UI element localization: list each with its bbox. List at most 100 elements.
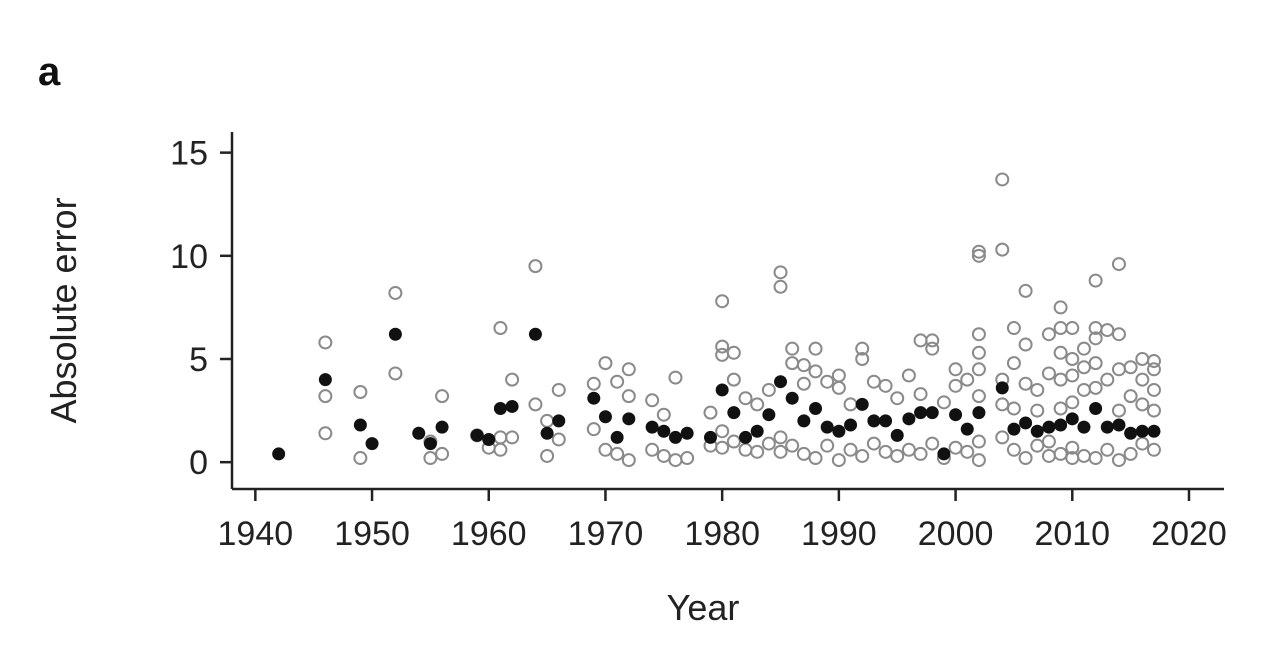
observation-point [1030, 403, 1045, 418]
observation-point [1146, 442, 1161, 457]
summary-point [680, 426, 694, 440]
observation-point [493, 321, 508, 336]
observation-point [1123, 446, 1138, 461]
y-tick-label: 10 [170, 238, 208, 276]
observation-point [773, 265, 788, 280]
observation-point [586, 422, 601, 437]
observation-point [948, 378, 963, 393]
observation-point [645, 393, 660, 408]
observation-point [796, 358, 811, 373]
observation-point [971, 327, 986, 342]
summary-point [412, 426, 426, 440]
y-tick-label: 15 [170, 135, 208, 173]
summary-point [365, 437, 379, 451]
summary-point [1124, 426, 1138, 440]
x-tick-label: 2010 [1034, 515, 1110, 553]
x-tick-label: 1940 [218, 515, 294, 553]
summary-point [1147, 424, 1161, 438]
observation-point [715, 294, 730, 309]
observation-point [540, 448, 555, 463]
summary-point [423, 437, 437, 451]
observation-point [820, 374, 835, 389]
observation-point [680, 451, 695, 466]
x-tick-label: 1950 [334, 515, 410, 553]
summary-point [435, 420, 449, 434]
observation-point [1146, 382, 1161, 397]
summary-point [272, 447, 286, 461]
observation-point [1088, 331, 1103, 346]
observation-point [925, 436, 940, 451]
observation-point [960, 444, 975, 459]
summary-point [1019, 416, 1033, 430]
observation-point [1053, 446, 1068, 461]
observation-point [831, 380, 846, 395]
observation-point [913, 446, 928, 461]
observation-point [1111, 327, 1126, 342]
observation-point [785, 356, 800, 371]
observation-point [1018, 376, 1033, 391]
observation-point [995, 242, 1010, 257]
summary-point [540, 426, 554, 440]
observation-point [808, 364, 823, 379]
observation-point [1123, 360, 1138, 375]
observation-point [971, 362, 986, 377]
y-tick-label: 0 [189, 444, 208, 482]
observation-point [1006, 321, 1021, 336]
observation-point [750, 444, 765, 459]
x-tick-label: 2020 [1151, 515, 1227, 553]
summary-point [610, 430, 624, 444]
summary-point [949, 408, 963, 422]
observation-point [1088, 273, 1103, 288]
summary-point [739, 430, 753, 444]
observation-point [1030, 438, 1045, 453]
observation-point [738, 391, 753, 406]
observation-point [1076, 360, 1091, 375]
observation-point [610, 374, 625, 389]
observation-point [586, 376, 601, 391]
observation-point [1146, 354, 1161, 369]
observation-point [855, 351, 870, 366]
observation-point [435, 446, 450, 461]
observation-point [645, 442, 660, 457]
summary-point [832, 424, 846, 438]
observation-point [1041, 366, 1056, 381]
summary-point [1112, 418, 1126, 432]
observation-point [656, 407, 671, 422]
observation-point [1135, 372, 1150, 387]
observation-point [1018, 283, 1033, 298]
observation-point [505, 430, 520, 445]
summary-point [318, 373, 332, 387]
observation-point [1053, 321, 1068, 336]
observation-point [831, 453, 846, 468]
observation-point [621, 362, 636, 377]
observation-point [1041, 434, 1056, 449]
observation-point [726, 345, 741, 360]
summary-point [820, 420, 834, 434]
summary-point [1100, 420, 1114, 434]
observation-point [388, 366, 403, 381]
summary-point [668, 430, 682, 444]
observation-point [318, 389, 333, 404]
observation-point [971, 244, 986, 259]
summary-point [482, 432, 496, 446]
observation-point [703, 405, 718, 420]
summary-point [855, 397, 869, 411]
observation-point [1100, 323, 1115, 338]
observation-point [353, 451, 368, 466]
observation-point [796, 446, 811, 461]
y-tick-label: 5 [189, 341, 208, 379]
observation-point [598, 356, 613, 371]
x-tick-label: 1980 [684, 515, 760, 553]
observation-point [493, 430, 508, 445]
observation-point [785, 341, 800, 356]
summary-point [1089, 402, 1103, 416]
x-tick-label: 1990 [801, 515, 877, 553]
observation-point [761, 382, 776, 397]
observation-point [1065, 351, 1080, 366]
observation-point [1065, 440, 1080, 455]
observation-point [715, 440, 730, 455]
panel-label: a [38, 50, 61, 94]
summary-point [995, 381, 1009, 395]
summary-point [972, 406, 986, 420]
summary-point [353, 418, 367, 432]
